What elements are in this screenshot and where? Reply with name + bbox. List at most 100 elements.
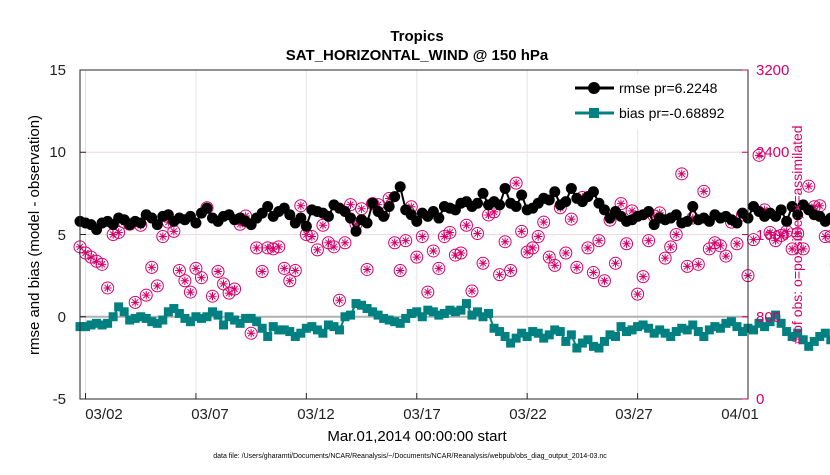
obs-assimilated-marker	[413, 253, 421, 261]
obs-count-point	[543, 251, 555, 263]
rmse-point	[378, 211, 389, 222]
obs-assimilated-marker	[247, 329, 255, 337]
obs-count-point	[278, 262, 290, 274]
bias-series	[76, 299, 830, 371]
x-tick-label: 03/07	[191, 406, 229, 423]
rmse-point	[516, 190, 527, 201]
obs-assimilated-marker	[816, 202, 824, 210]
rmse-point	[549, 186, 560, 197]
rmse-point	[731, 217, 742, 228]
bias-point	[826, 335, 830, 344]
obs-assimilated-marker	[153, 282, 161, 290]
obs-assimilated-marker	[390, 239, 398, 247]
obs-count-point	[681, 260, 693, 272]
rmse-point	[472, 198, 483, 209]
x-tick-label: 03/02	[85, 406, 123, 423]
obs-count-point	[637, 271, 649, 283]
bias-point	[318, 329, 327, 338]
obs-assimilated-marker	[208, 292, 216, 300]
legend-bias-label: bias pr=-0.68892	[619, 105, 725, 121]
rmse-point	[687, 201, 698, 212]
obs-count-point	[151, 280, 163, 292]
obs-assimilated-marker	[479, 259, 487, 267]
obs-assimilated-marker	[214, 267, 222, 275]
obs-assimilated-marker	[722, 252, 730, 260]
obs-assimilated-marker	[424, 288, 432, 296]
obs-assimilated-marker	[286, 277, 294, 285]
obs-assimilated-marker	[230, 285, 238, 293]
obs-assimilated-marker	[589, 268, 597, 276]
obs-assimilated-marker	[142, 291, 150, 299]
obs-assimilated-marker	[661, 254, 669, 262]
obs-count-point	[218, 278, 230, 290]
obs-count-point	[598, 275, 610, 287]
obs-assimilated-marker	[402, 236, 410, 244]
obs-count-point	[610, 257, 622, 269]
obs-assimilated-marker	[258, 267, 266, 275]
obs-assimilated-marker	[297, 202, 305, 210]
obs-count-point	[295, 200, 307, 212]
obs-assimilated-marker	[694, 260, 702, 268]
obs-count-point	[356, 203, 368, 215]
x-tick-label: 03/17	[403, 406, 441, 423]
left-tick-label: 0	[58, 309, 66, 326]
obs-assimilated-marker	[330, 243, 338, 251]
obs-count-point	[245, 327, 257, 339]
x-tick-label: 03/27	[615, 406, 653, 423]
obs-assimilated-marker	[357, 205, 365, 213]
obs-assimilated-marker	[175, 266, 183, 274]
rmse-point	[389, 191, 400, 202]
obs-assimilated-marker	[341, 239, 349, 247]
obs-count-point	[311, 244, 323, 256]
obs-assimilated-marker	[584, 244, 592, 252]
obs-count-point	[532, 231, 544, 243]
obs-count-point	[339, 237, 351, 249]
bias-point	[214, 311, 223, 320]
obs-assimilated-marker	[335, 296, 343, 304]
left-tick-label: 15	[49, 62, 66, 79]
rmse-point	[682, 216, 693, 227]
obs-count-point	[505, 264, 517, 276]
obs-count-point	[256, 266, 268, 278]
obs-count-point	[289, 264, 301, 276]
obs-count-point	[665, 241, 677, 253]
obs-count-point	[361, 263, 373, 275]
obs-assimilated-marker	[716, 242, 724, 250]
rmse-point	[588, 186, 599, 197]
obs-assimilated-marker	[573, 263, 581, 271]
bias-point	[335, 325, 344, 334]
x-tick-label: 04/01	[721, 406, 759, 423]
obs-count-point	[477, 257, 489, 269]
obs-count-point	[499, 236, 511, 248]
obs-count-point	[460, 219, 472, 231]
rmse-point	[395, 181, 406, 192]
obs-count-point	[433, 262, 445, 274]
bias-point	[462, 299, 471, 308]
obs-assimilated-marker	[275, 243, 283, 251]
obs-count-point	[582, 242, 594, 254]
obs-assimilated-marker	[418, 232, 426, 240]
obs-count-point	[179, 275, 191, 287]
x-tick-label: 03/22	[509, 406, 547, 423]
obs-assimilated-marker	[540, 218, 548, 226]
obs-assimilated-marker	[473, 229, 481, 237]
obs-assimilated-marker	[131, 298, 139, 306]
obs-assimilated-marker	[197, 273, 205, 281]
obs-count-point	[273, 241, 285, 253]
obs-assimilated-marker	[805, 182, 813, 190]
obs-assimilated-marker	[617, 199, 625, 207]
obs-count-point	[560, 247, 572, 259]
rmse-point	[362, 217, 373, 228]
rmse-series	[75, 181, 830, 236]
obs-assimilated-marker	[700, 187, 708, 195]
obs-assimilated-marker	[600, 277, 608, 285]
obs-assimilated-marker	[429, 247, 437, 255]
obs-count-point	[389, 237, 401, 249]
bias-point	[263, 332, 272, 341]
obs-count-point	[643, 235, 655, 247]
left-tick-label: 10	[49, 144, 66, 161]
obs-count-point	[593, 235, 605, 247]
bias-point	[109, 312, 118, 321]
rmse-point	[433, 213, 444, 224]
